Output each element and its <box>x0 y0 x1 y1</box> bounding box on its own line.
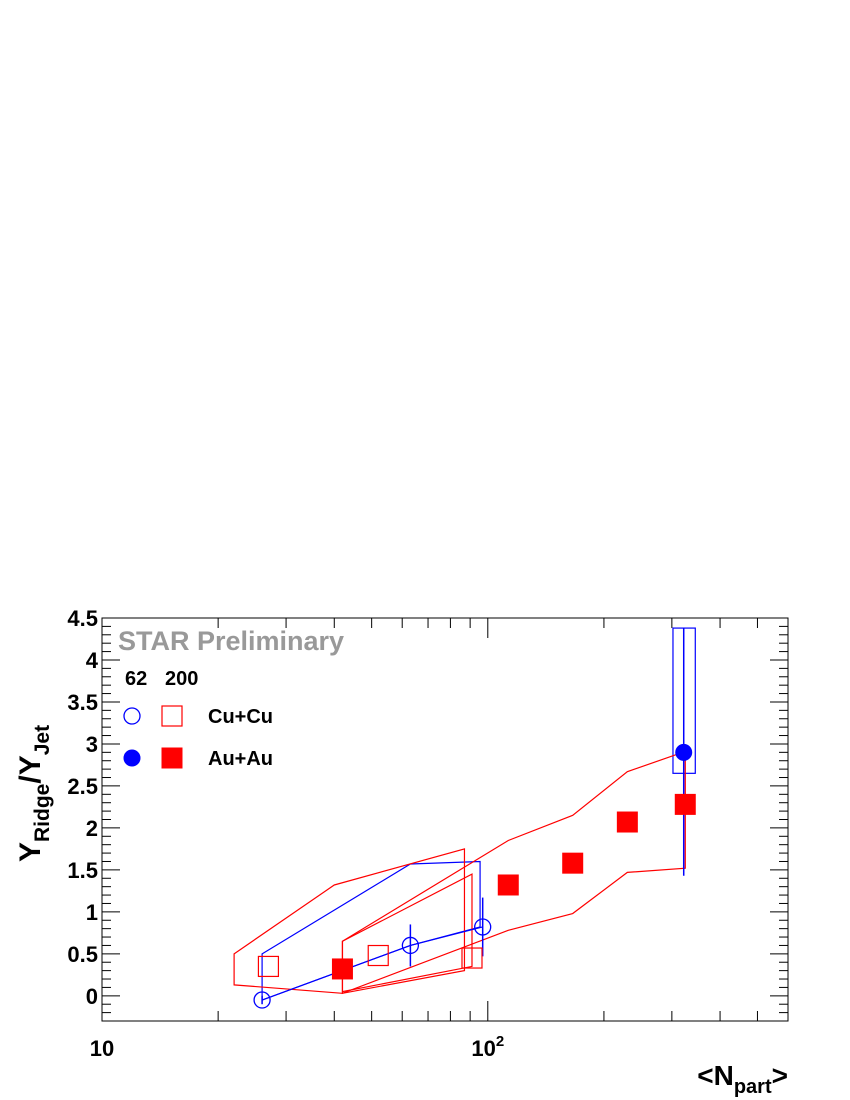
data-point <box>674 793 696 815</box>
data-markers <box>253 628 696 1009</box>
axis-titles: <Npart> YRidge/YJet <box>14 725 788 1098</box>
y-tick-label: 1 <box>86 900 98 925</box>
systematic-band <box>341 750 686 995</box>
y-tick-label: 2 <box>86 816 98 841</box>
data-point <box>253 991 271 1009</box>
legend-energy-header: 200 <box>165 668 198 690</box>
data-point <box>367 944 389 967</box>
systematic-band <box>233 848 466 994</box>
legend-marker <box>123 749 141 767</box>
legend-marker <box>161 747 183 769</box>
y-tick-label: 3.5 <box>67 690 98 715</box>
legend-energy-header: 62 <box>125 668 147 690</box>
data-point <box>474 918 492 936</box>
x-tick-label: 10 <box>90 1036 114 1061</box>
x-tick-label: 102 <box>471 1033 504 1061</box>
legend-label: Au+Au <box>208 748 273 770</box>
star-preliminary-label: STAR Preliminary <box>118 626 344 656</box>
y-tick-label: 0 <box>86 984 98 1009</box>
y-tick-label: 0.5 <box>67 942 98 967</box>
y-tick-label: 1.5 <box>67 858 98 883</box>
y-tick-label: 4 <box>86 648 99 673</box>
y-tick-label: 2.5 <box>67 774 98 799</box>
data-point <box>401 936 420 955</box>
data-point <box>675 743 693 761</box>
axes: 0 0.5 1 1.5 2 2.5 3 3.5 4 4.5 10 102 <box>67 606 789 1061</box>
data-point <box>257 955 280 978</box>
y-tick-label: 4.5 <box>67 606 98 631</box>
y-axis-title: YRidge/YJet <box>14 725 54 862</box>
x-axis-title: <Npart> <box>697 1060 788 1098</box>
data-point <box>497 874 519 896</box>
legend: 62 200 Cu+Cu Au+Au <box>123 668 273 770</box>
data-point <box>331 958 353 980</box>
legend-marker <box>161 705 183 727</box>
y-tick-label: 3 <box>86 732 98 757</box>
data-point <box>461 947 483 969</box>
legend-label: Cu+Cu <box>208 706 273 728</box>
legend-marker <box>123 707 141 725</box>
data-point <box>616 811 638 833</box>
data-point <box>562 852 584 874</box>
